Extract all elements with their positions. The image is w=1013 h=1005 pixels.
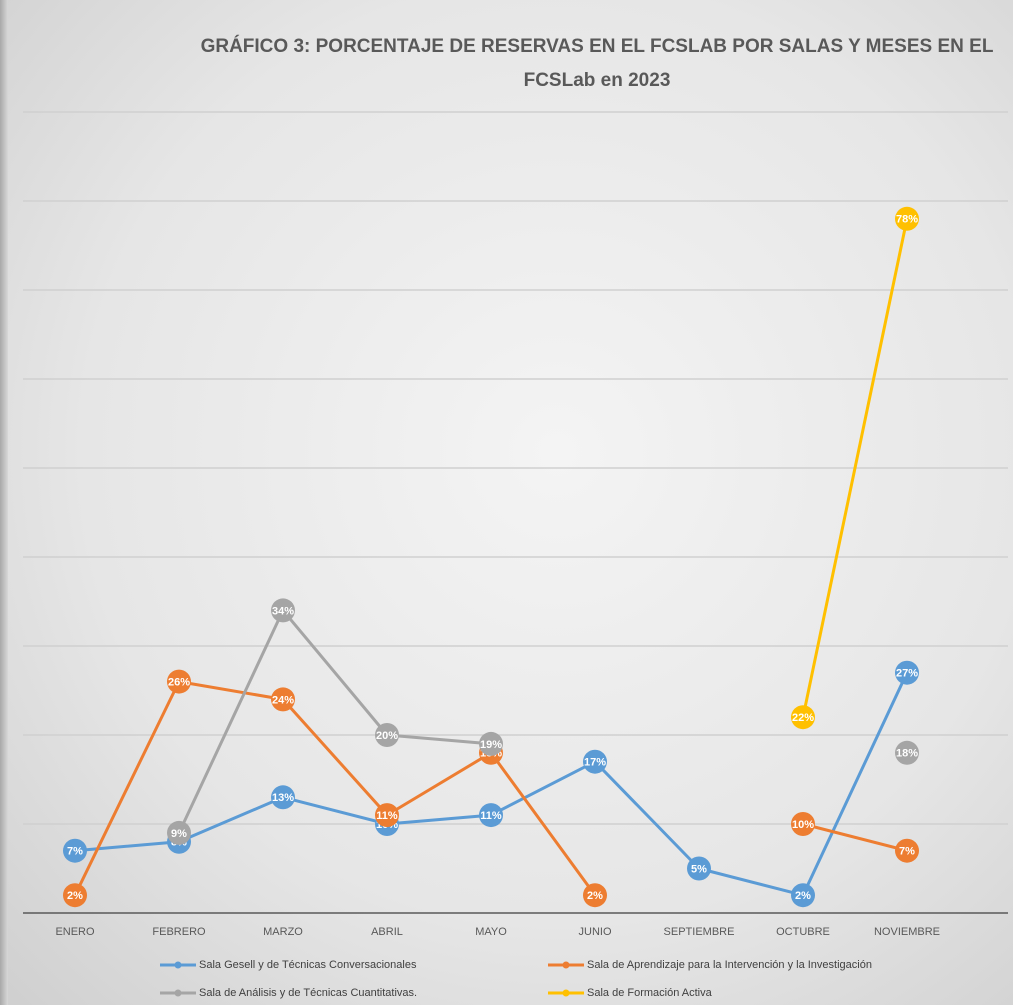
data-label: 78% — [896, 214, 918, 226]
data-label: 7% — [899, 846, 915, 858]
data-label: 11% — [480, 810, 502, 822]
data-label: 19% — [480, 739, 502, 751]
x-tick-label: JUNIO — [579, 926, 612, 938]
data-label: 27% — [896, 668, 918, 680]
data-label: 2% — [795, 890, 811, 902]
data-label: 20% — [376, 730, 398, 742]
series-line — [74, 672, 909, 897]
marker — [375, 723, 399, 747]
x-tick-label: SEPTIEMBRE — [664, 926, 735, 938]
legend-marker — [562, 989, 570, 997]
data-label: 2% — [67, 890, 83, 902]
data-label: 13% — [272, 792, 294, 804]
marker — [479, 731, 503, 756]
data-label: 18% — [896, 748, 918, 760]
marker — [271, 687, 295, 712]
marker — [63, 883, 87, 908]
x-tick-label: ENERO — [55, 926, 95, 938]
x-tick-label: ABRIL — [371, 926, 403, 938]
data-label: 5% — [691, 863, 707, 875]
series-line — [73, 680, 908, 897]
data-label: 7% — [67, 846, 83, 858]
marker — [63, 838, 87, 863]
marker — [167, 820, 191, 845]
marker — [895, 206, 919, 231]
marker — [271, 598, 295, 623]
series-line — [801, 218, 909, 718]
x-tick-label: NOVIEMBRE — [874, 926, 940, 938]
marker — [895, 660, 919, 685]
marker — [479, 803, 503, 828]
legend-marker — [562, 961, 570, 969]
marker — [791, 705, 815, 730]
legend-label: Sala de Aprendizaje para la Intervención… — [587, 959, 872, 971]
marker — [791, 883, 815, 908]
data-label: 24% — [272, 694, 294, 706]
data-label: 9% — [171, 828, 187, 840]
marker — [895, 838, 919, 863]
data-label: 10% — [792, 819, 814, 831]
edge — [0, 0, 8, 1005]
legend-marker — [174, 961, 182, 969]
marker — [583, 883, 607, 908]
data-label: 17% — [584, 757, 606, 769]
data-label: 2% — [587, 890, 603, 902]
data-label: 34% — [272, 605, 294, 617]
data-label: 11% — [376, 810, 398, 822]
legend-label: Sala de Análisis y de Técnicas Cuantitat… — [199, 987, 417, 999]
legend-label: Sala de Formación Activa — [587, 987, 713, 999]
marker — [895, 740, 919, 765]
marker — [583, 749, 607, 774]
legend-marker — [174, 989, 182, 997]
x-tick-label: OCTUBRE — [776, 926, 830, 938]
data-label: 22% — [792, 712, 814, 724]
x-tick-label: MAYO — [475, 926, 507, 938]
legend-label: Sala Gesell y de Técnicas Conversacional… — [199, 959, 417, 971]
data-label: 26% — [168, 677, 190, 689]
marker — [375, 803, 399, 828]
marker — [687, 856, 711, 881]
chart-title: GRÁFICO 3: PORCENTAJE DE RESERVAS EN EL … — [200, 36, 994, 91]
marker — [791, 812, 815, 836]
x-tick-label: FEBRERO — [152, 926, 206, 938]
marker — [271, 785, 295, 810]
x-tick-label: MARZO — [263, 926, 303, 938]
marker — [167, 669, 191, 694]
